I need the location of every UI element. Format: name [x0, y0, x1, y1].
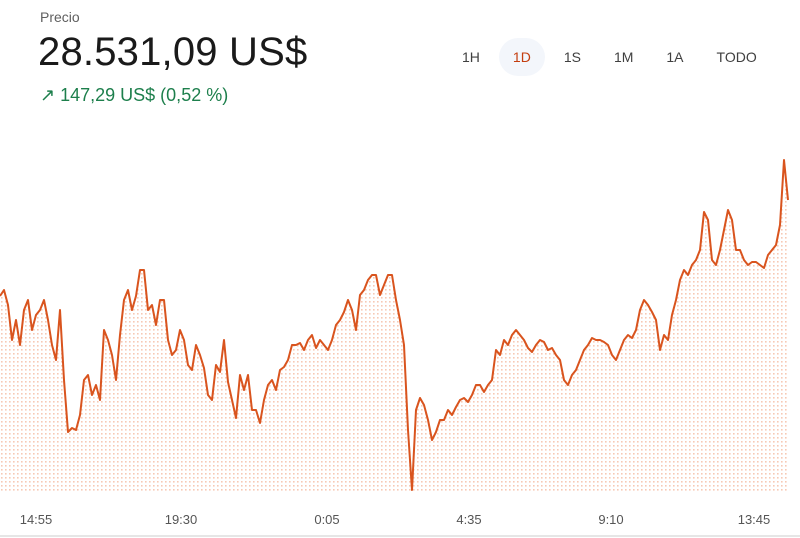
range-1h-button[interactable]: 1H [462, 49, 480, 65]
range-1d-button[interactable]: 1D [498, 38, 545, 76]
x-tick: 14:55 [19, 512, 53, 527]
x-tick: 0:05 [314, 512, 340, 527]
x-tick: 4:35 [456, 512, 482, 527]
range-selector: 1H 1D 1S 1M 1A TODO [448, 38, 776, 76]
range-1s-button[interactable]: 1S [563, 49, 581, 65]
price-line [0, 159, 789, 491]
divider [0, 535, 800, 537]
range-1a-button[interactable]: 1A [666, 49, 684, 65]
range-todo-button[interactable]: TODO [716, 49, 757, 65]
change-value: 147,29 US$ (0,52 %) [60, 85, 229, 105]
price-area-fill [0, 160, 788, 493]
price-change: ↗ 147,29 US$ (0,52 %) [40, 85, 228, 106]
x-tick: 13:45 [737, 512, 771, 527]
price-chart[interactable] [0, 140, 800, 495]
price-label: Precio [40, 9, 80, 25]
range-1m-button[interactable]: 1M [613, 49, 634, 65]
trend-up-icon: ↗ [40, 85, 56, 105]
x-tick: 9:10 [598, 512, 624, 527]
x-axis: 14:55 19:30 0:05 4:35 9:10 13:45 [0, 512, 800, 532]
x-tick: 19:30 [164, 512, 198, 527]
current-price: 28.531,09 US$ [38, 30, 308, 74]
